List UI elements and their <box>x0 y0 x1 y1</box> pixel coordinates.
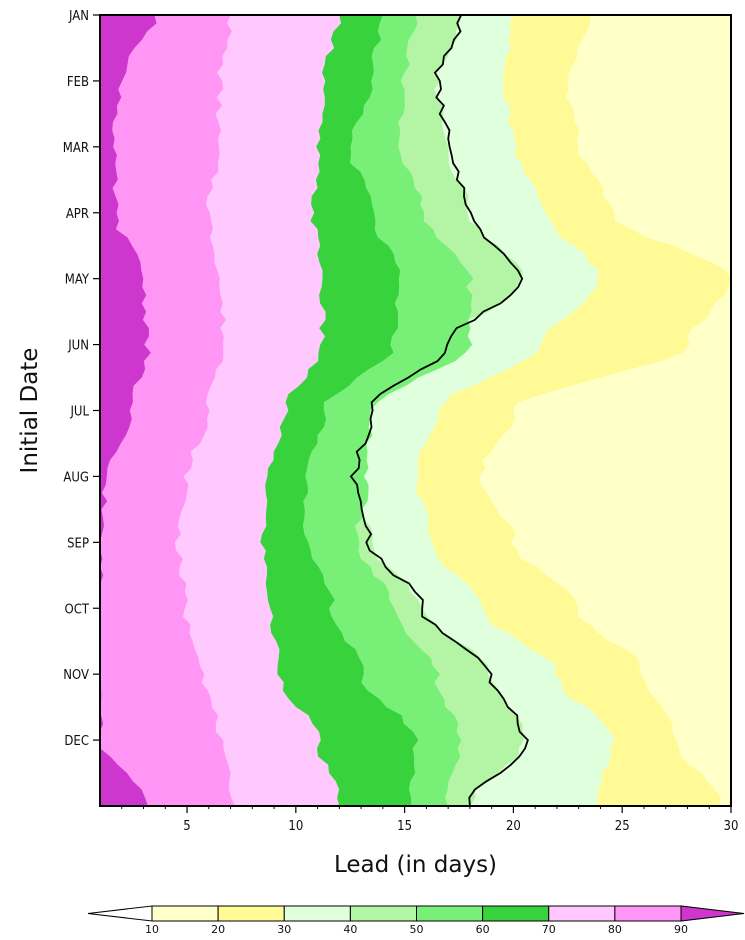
y-tick-label: MAR <box>63 141 89 156</box>
y-axis-title: Initial Date <box>17 348 43 474</box>
contour-fills <box>100 14 731 807</box>
x-axis-title: Lead (in days) <box>334 852 497 878</box>
y-tick-label: JAN <box>68 9 89 24</box>
colorbar-box <box>217 905 285 922</box>
x-axis: 5 10 15 20 25 30 <box>121 806 739 834</box>
colorbar-label: 20 <box>211 923 225 936</box>
band-above-90 <box>100 15 157 806</box>
colorbar-max-triangle <box>680 905 745 922</box>
y-tick-label: DEC <box>64 734 89 749</box>
y-tick-label: NOV <box>63 668 89 683</box>
x-tick-label: 10 <box>288 819 303 834</box>
x-tick-label: 20 <box>506 819 521 834</box>
y-tick-label: SEP <box>67 536 89 551</box>
colorbar-label: 90 <box>674 923 688 936</box>
y-tick-label: FEB <box>67 75 89 90</box>
x-tick-label: 15 <box>397 819 412 834</box>
colorbar-label: 40 <box>343 923 357 936</box>
colorbar-label: 80 <box>608 923 622 936</box>
colorbar-box <box>548 905 616 922</box>
y-axis: JAN FEB MAR APR MAY JUN JUL AUG SEP OCT NOV DEC <box>63 9 100 749</box>
colorbar-label: 60 <box>476 923 490 936</box>
y-tick-label: JUN <box>67 339 89 354</box>
colorbar-min-triangle <box>87 905 153 922</box>
colorbar-label: 10 <box>145 923 159 936</box>
x-tick-label: 25 <box>615 819 630 834</box>
x-tick-label: 30 <box>724 819 739 834</box>
y-tick-label: OCT <box>64 602 89 617</box>
colorbar-label: 50 <box>410 923 424 936</box>
colorbar-box <box>349 905 417 922</box>
y-tick-label: APR <box>66 207 89 222</box>
colorbar-box <box>283 905 351 922</box>
y-tick-label: JUL <box>69 405 89 420</box>
colorbar-box <box>482 905 550 922</box>
colorbar-box <box>416 905 484 922</box>
x-tick-label: 5 <box>183 819 190 834</box>
contour-line-40 <box>349 14 529 807</box>
y-tick-label: AUG <box>63 470 89 485</box>
colorbar-box <box>614 905 682 922</box>
colorbar-label: 30 <box>277 923 291 936</box>
colorbar-label: 70 <box>542 923 556 936</box>
colorbar-box <box>151 905 219 922</box>
y-tick-label: MAY <box>65 273 90 288</box>
colorbar: 10 20 30 40 50 60 70 80 90 <box>87 905 745 936</box>
band-above-80 <box>100 15 235 806</box>
